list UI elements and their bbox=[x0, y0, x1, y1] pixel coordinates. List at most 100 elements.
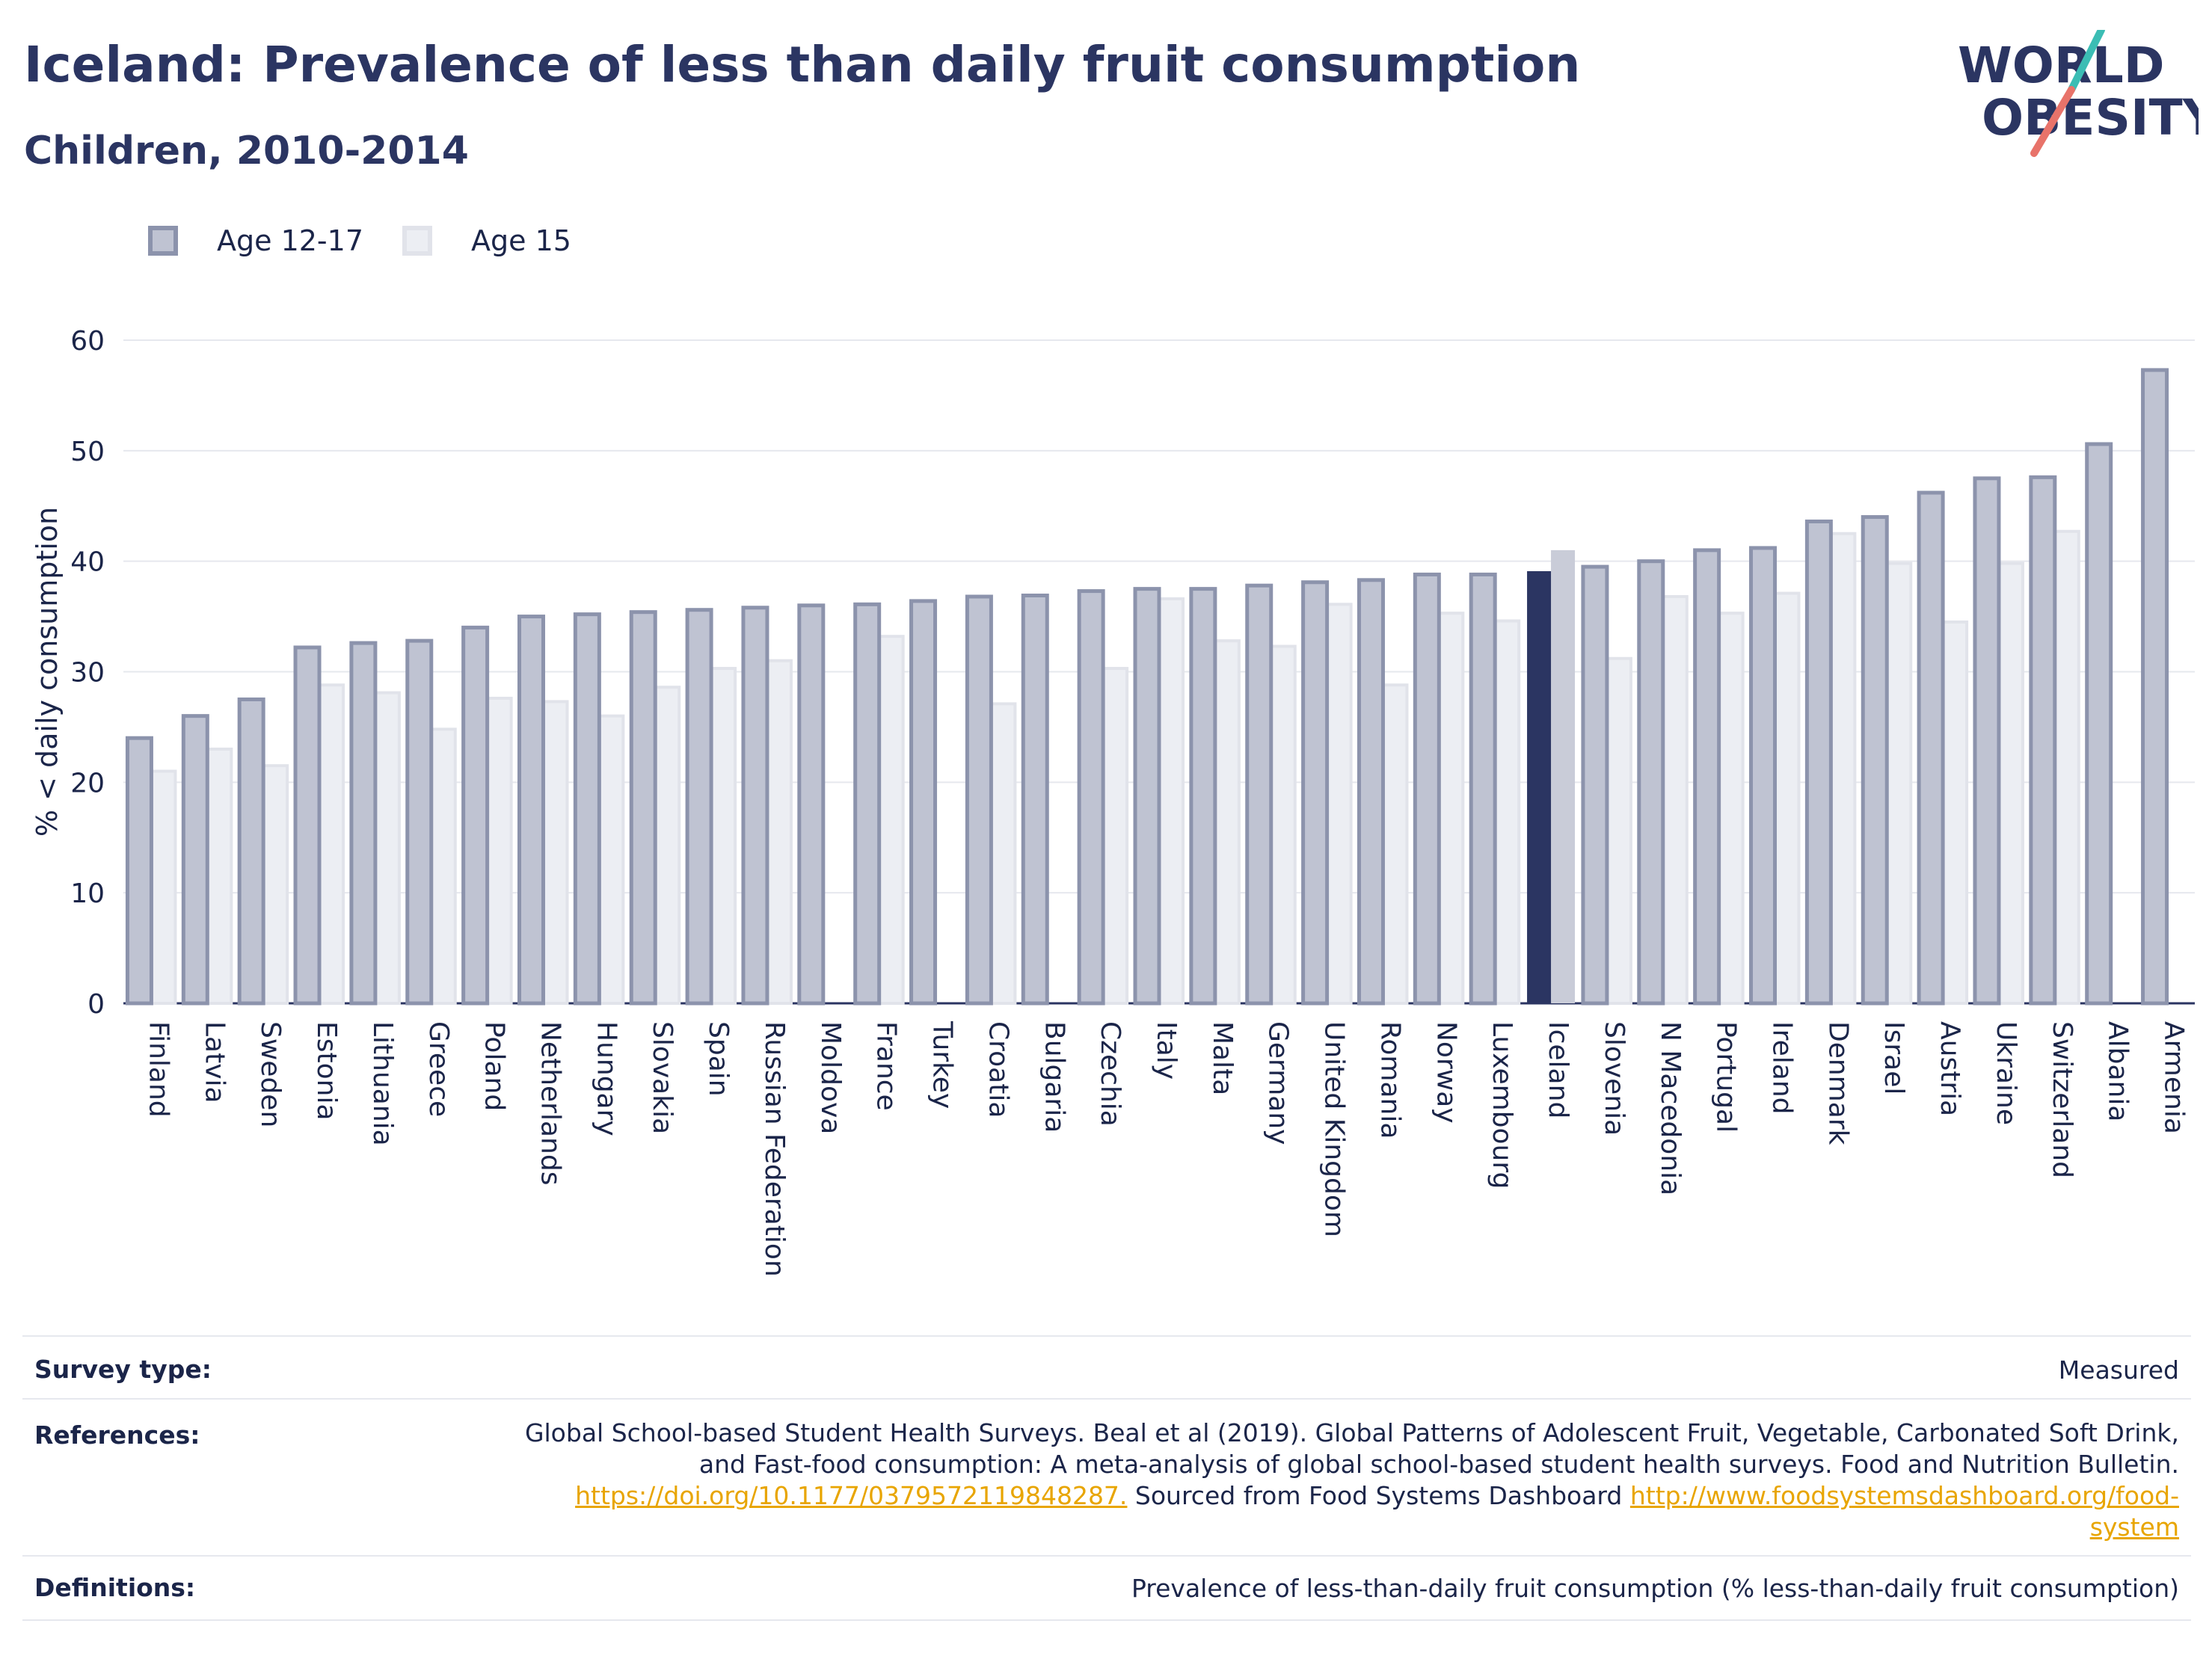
bar-age-12-17-slovenia bbox=[1581, 564, 1609, 1006]
bar-age-12-17-iceland bbox=[1527, 570, 1552, 1003]
bar-age-15-denmark bbox=[1829, 532, 1857, 1006]
bar-age-12-17-austria bbox=[1917, 490, 1945, 1006]
x-tick-label-ireland: Ireland bbox=[1767, 1021, 1798, 1115]
dashboard-link-continued[interactable]: system bbox=[2089, 1512, 2179, 1542]
legend-label-age-15: Age 15 bbox=[471, 224, 571, 257]
bar-age-12-17-italy bbox=[1133, 587, 1161, 1006]
references-line-2: and Fast-food consumption: A meta-analys… bbox=[698, 1450, 2179, 1479]
bar-age-12-17-n-macedonia bbox=[1637, 559, 1665, 1006]
doi-link[interactable]: https://doi.org/10.1177/0379572119848287… bbox=[575, 1481, 1128, 1510]
bar-age-15-greece bbox=[429, 727, 457, 1006]
bar-age-15-france bbox=[877, 635, 905, 1005]
bar-age-12-17-greece bbox=[405, 638, 434, 1006]
dashboard-link[interactable]: http://www.foodsystemsdashboard.org/food… bbox=[1629, 1481, 2179, 1510]
bar-age-12-17-turkey bbox=[909, 599, 938, 1006]
bar-age-12-17-bulgaria bbox=[1021, 593, 1049, 1006]
bar-age-12-17-switzerland bbox=[2029, 475, 2057, 1006]
x-tick-label-norway: Norway bbox=[1431, 1021, 1461, 1124]
x-tick-label-denmark: Denmark bbox=[1822, 1021, 1853, 1145]
bar-age-15-ukraine bbox=[1997, 561, 2024, 1005]
y-axis-label: % < daily consumption bbox=[31, 507, 64, 837]
bar-age-15-estonia bbox=[318, 683, 345, 1005]
references-mid-text: Sourced from Food Systems Dashboard bbox=[1127, 1481, 1630, 1510]
bar-age-12-17-russian-federation bbox=[741, 606, 769, 1006]
y-tick-label-30: 30 bbox=[70, 658, 105, 689]
x-tick-label-albania: Albania bbox=[2103, 1021, 2133, 1121]
legend-swatch-age-12-17 bbox=[148, 226, 178, 256]
survey-type-row: Survey type: Measured bbox=[22, 1335, 2191, 1400]
bar-age-12-17-croatia bbox=[965, 594, 993, 1006]
bar-age-15-finland bbox=[150, 769, 177, 1005]
bar-age-15-spain bbox=[710, 667, 737, 1005]
bar-age-12-17-moldova bbox=[797, 603, 826, 1006]
x-tick-label-italy: Italy bbox=[1151, 1021, 1182, 1080]
references-label: References: bbox=[34, 1420, 200, 1450]
x-tick-label-croatia: Croatia bbox=[983, 1021, 1013, 1118]
bar-age-15-israel bbox=[1885, 561, 1913, 1005]
references-value: Global School-based Student Health Surve… bbox=[525, 1418, 2179, 1543]
y-tick-label-20: 20 bbox=[70, 768, 105, 798]
bar-age-12-17-malta bbox=[1189, 587, 1217, 1006]
x-tick-label-luxembourg: Luxembourg bbox=[1487, 1021, 1517, 1189]
bar-age-12-17-united-kingdom bbox=[1301, 580, 1330, 1006]
bar-age-12-17-israel bbox=[1861, 515, 1889, 1006]
bar-age-12-17-sweden bbox=[237, 697, 265, 1006]
bar-age-15-sweden bbox=[262, 764, 289, 1005]
references-line-1: Global School-based Student Health Surve… bbox=[524, 1418, 2179, 1447]
bar-age-15-slovakia bbox=[654, 686, 681, 1005]
x-tick-label-sweden: Sweden bbox=[255, 1021, 286, 1127]
bar-age-12-17-luxembourg bbox=[1469, 572, 1497, 1006]
logo-word-world: WORLD bbox=[1958, 37, 2165, 94]
bar-age-12-17-poland bbox=[461, 625, 490, 1006]
x-tick-label-lithuania: Lithuania bbox=[367, 1021, 398, 1146]
x-tick-label-czechia: Czechia bbox=[1095, 1021, 1125, 1127]
bar-age-12-17-finland bbox=[125, 736, 153, 1006]
bar-age-15-romania bbox=[1381, 683, 1409, 1005]
bar-age-12-17-norway bbox=[1413, 572, 1441, 1006]
bar-age-12-17-denmark bbox=[1804, 519, 1833, 1006]
bar-age-12-17-ireland bbox=[1749, 546, 1778, 1006]
x-tick-label-portugal: Portugal bbox=[1711, 1021, 1742, 1133]
x-tick-label-romania: Romania bbox=[1374, 1021, 1405, 1139]
survey-type-value: Measured bbox=[2058, 1355, 2179, 1385]
bar-age-12-17-estonia bbox=[293, 645, 322, 1006]
bar-age-15-lithuania bbox=[373, 691, 401, 1005]
bar-age-12-17-latvia bbox=[181, 714, 209, 1006]
x-tick-label-france: France bbox=[871, 1021, 902, 1111]
x-tick-label-estonia: Estonia bbox=[311, 1021, 342, 1121]
bar-age-15-united-kingdom bbox=[1325, 603, 1353, 1005]
bar-age-15-croatia bbox=[989, 702, 1017, 1005]
bar-age-12-17-netherlands bbox=[517, 615, 545, 1006]
y-tick-label-10: 10 bbox=[70, 878, 105, 909]
x-tick-label-bulgaria: Bulgaria bbox=[1039, 1021, 1069, 1133]
x-tick-label-israel: Israel bbox=[1878, 1021, 1909, 1095]
y-tick-label-40: 40 bbox=[70, 547, 105, 578]
x-tick-label-malta: Malta bbox=[1207, 1021, 1238, 1095]
y-tick-label-0: 0 bbox=[87, 989, 105, 1020]
bar-chart: 0 10 20 30 40 50 60 % < daily consumption Finlan… bbox=[31, 326, 2195, 1277]
bar-age-15-hungary bbox=[597, 714, 625, 1006]
x-tick-label-armenia: Armenia bbox=[2159, 1021, 2190, 1134]
references-line-3: https://doi.org/10.1177/0379572119848287… bbox=[525, 1480, 2179, 1512]
references-line-4: system bbox=[525, 1512, 2179, 1543]
bar-age-15-switzerland bbox=[2053, 529, 2080, 1006]
x-tick-label-ukraine: Ukraine bbox=[1991, 1021, 2021, 1125]
x-tick-label-iceland: Iceland bbox=[1543, 1021, 1573, 1118]
x-tick-label-latvia: Latvia bbox=[199, 1021, 230, 1104]
legend-label-age-12-17: Age 12-17 bbox=[217, 224, 363, 257]
x-tick-label-germany: Germany bbox=[1263, 1021, 1294, 1145]
bar-age-15-slovenia bbox=[1605, 656, 1632, 1005]
bar-age-15-n-macedonia bbox=[1661, 594, 1689, 1005]
logo-slash-coral bbox=[2030, 86, 2075, 157]
bar-age-12-17-romania bbox=[1357, 578, 1385, 1006]
x-tick-label-slovenia: Slovenia bbox=[1599, 1021, 1629, 1136]
world-obesity-logo[interactable]: WORLD OBESITY bbox=[1952, 30, 2199, 164]
page-title: Iceland: Prevalence of less than daily f… bbox=[24, 36, 1581, 93]
bar-age-15-poland bbox=[485, 696, 513, 1005]
bar-age-12-17-germany bbox=[1245, 583, 1274, 1006]
definitions-value: Prevalence of less-than-daily fruit cons… bbox=[1131, 1574, 2179, 1603]
logo-word-obesity: OBESITY bbox=[1982, 89, 2199, 147]
page-subtitle: Children, 2010-2014 bbox=[24, 129, 469, 173]
x-tick-label-hungary: Hungary bbox=[591, 1021, 621, 1136]
x-tick-label-spain: Spain bbox=[703, 1021, 734, 1097]
